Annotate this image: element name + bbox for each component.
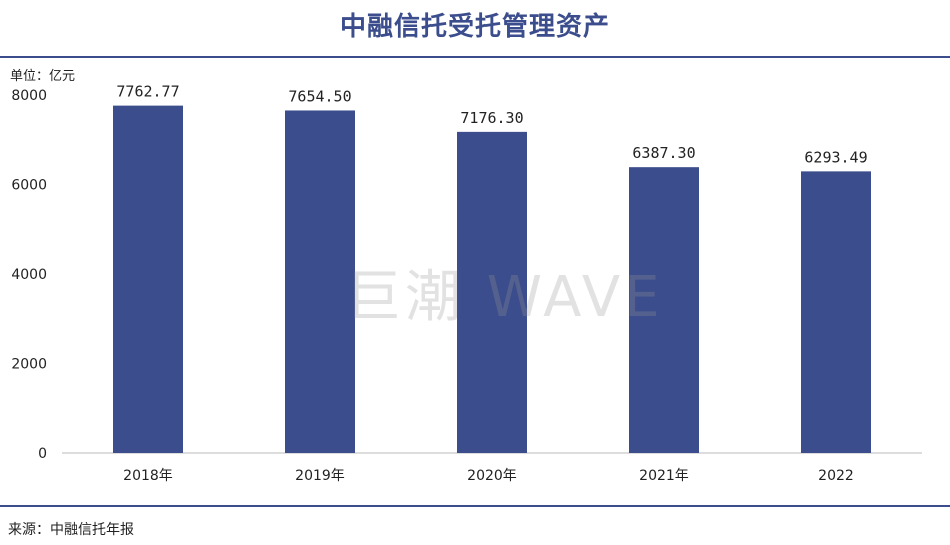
x-tick-label: 2022 xyxy=(818,468,854,484)
unit-label: 单位：亿元 xyxy=(10,69,76,84)
title-divider xyxy=(0,56,950,58)
watermark-text: 巨潮 WAVE xyxy=(345,265,664,330)
x-tick-label: 2018年 xyxy=(123,468,173,484)
data-label: 6387.30 xyxy=(632,144,695,162)
y-tick-label: 6000 xyxy=(11,178,47,194)
chart-title: 中融信托受托管理资产 xyxy=(339,12,610,42)
bar xyxy=(113,105,183,454)
source-note: 来源：中融信托年报 xyxy=(8,522,134,538)
x-tick-label: 2021年 xyxy=(639,468,689,484)
bar xyxy=(457,131,527,453)
y-tick-label: 2000 xyxy=(11,357,47,373)
y-tick-label: 4000 xyxy=(11,267,47,283)
y-tick-label: 0 xyxy=(38,446,47,462)
x-tick-label: 2019年 xyxy=(295,468,345,484)
footer-divider xyxy=(0,505,950,507)
bar xyxy=(629,167,699,453)
bar xyxy=(801,171,871,453)
data-label: 7654.50 xyxy=(288,87,351,105)
data-label: 6293.49 xyxy=(804,148,867,166)
bar-chart: 0 2000 4000 6000 8000 7762.77 2018年 7654.50 2019… xyxy=(11,83,922,484)
data-label: 7762.77 xyxy=(116,83,179,101)
y-tick-label: 8000 xyxy=(11,88,47,104)
bar xyxy=(285,110,355,454)
data-label: 7176.30 xyxy=(460,109,523,127)
x-tick-label: 2020年 xyxy=(467,468,517,484)
